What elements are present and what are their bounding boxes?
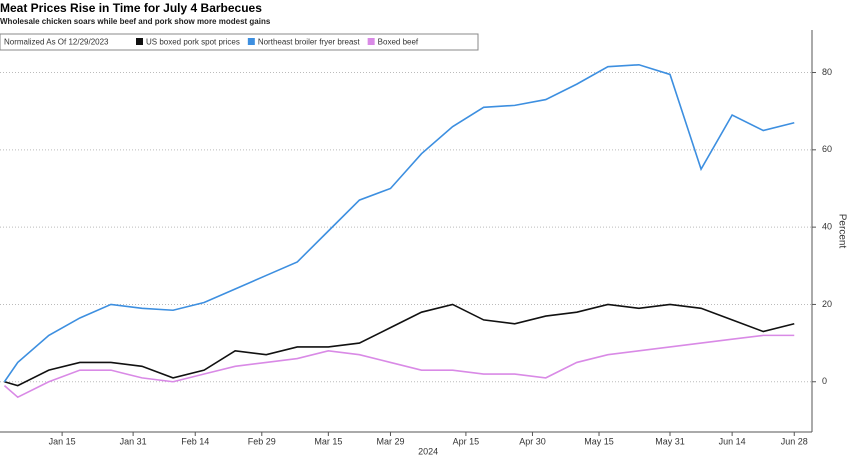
chart-subtitle: Wholesale chicken soars while beef and p…	[0, 17, 271, 26]
x-axis-label: 2024	[418, 446, 438, 456]
x-tick-label: Apr 30	[519, 436, 546, 446]
series-line	[3, 63, 795, 383]
legend-label: US boxed pork spot prices	[146, 38, 240, 47]
chart-title: Meat Prices Rise in Time for July 4 Barb…	[0, 1, 262, 15]
legend-swatch	[247, 38, 255, 45]
legend-title: Normalized As Of 12/29/2023	[4, 38, 109, 47]
legend-label: Northeast broiler fryer breast	[258, 38, 361, 47]
x-tick-label: Jun 14	[719, 436, 746, 446]
series-line	[3, 334, 795, 399]
y-tick-label: 0	[822, 376, 827, 386]
x-tick-label: Jan 15	[49, 436, 76, 446]
legend-box	[0, 33, 479, 51]
x-tick-label: Jun 28	[781, 436, 808, 446]
x-tick-label: May 15	[584, 436, 614, 446]
series-line	[4, 303, 795, 387]
y-tick-label: 20	[822, 299, 832, 309]
legend: Normalized As Of 12/29/2023 US boxed por…	[0, 33, 479, 51]
legend-swatch	[136, 38, 143, 45]
x-tick-label: Apr 15	[453, 436, 480, 446]
legend-swatch	[367, 38, 375, 45]
x-tick-label: Mar 15	[314, 436, 342, 446]
y-axis-label: Percent	[836, 214, 847, 249]
y-tick-label: 80	[822, 67, 832, 77]
legend-label: Boxed beef	[378, 38, 419, 47]
x-tick-label: Jan 31	[120, 436, 147, 446]
x-tick-label: May 31	[655, 436, 685, 446]
x-tick-label: Feb 14	[181, 436, 209, 446]
y-tick-label: 40	[822, 222, 832, 232]
grid	[0, 72, 812, 383]
x-tick-label: Mar 29	[376, 436, 404, 446]
y-tick-label: 60	[822, 144, 832, 154]
x-tick-label: Feb 29	[248, 436, 276, 446]
